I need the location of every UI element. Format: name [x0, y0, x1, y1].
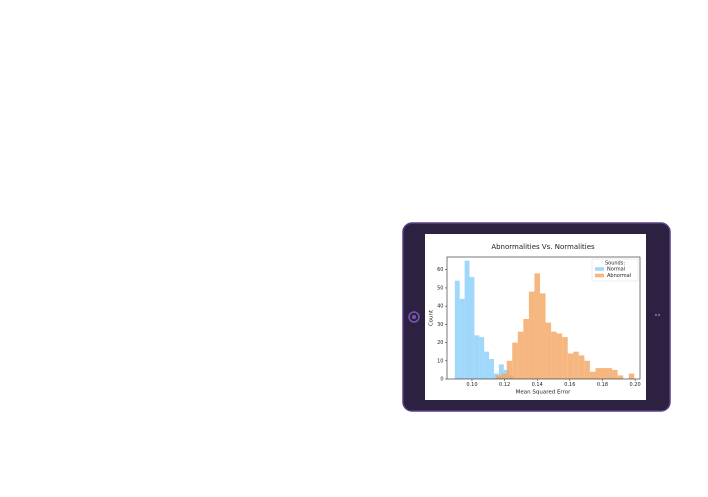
histogram-bar	[517, 331, 524, 379]
x-tick-label: 0.10	[466, 382, 477, 388]
histogram-bar	[479, 337, 485, 379]
x-tick-label: 0.20	[630, 382, 641, 388]
y-axis-label: Count	[429, 309, 435, 326]
legend-label: Normal	[607, 267, 625, 273]
histogram-bar	[606, 368, 613, 379]
y-tick-label: 30	[437, 322, 443, 328]
legend-swatch	[595, 273, 604, 278]
histogram-bar	[512, 342, 518, 379]
plot-frame	[446, 256, 641, 380]
histogram-bar	[539, 293, 546, 379]
y-tick-label: 20	[437, 340, 443, 346]
x-tick-label: 0.12	[499, 382, 510, 388]
chart-title: Abnormalities Vs. Normalities	[491, 243, 595, 251]
legend-title: Sounds:	[605, 261, 625, 267]
histogram-bar	[562, 337, 568, 379]
histogram-bar	[523, 318, 529, 379]
histogram-bar	[584, 360, 590, 379]
x-tick-label: 0.18	[597, 382, 608, 388]
y-tick-label: 60	[437, 267, 443, 273]
histogram-bar	[454, 280, 460, 379]
histogram-bar	[556, 333, 563, 379]
y-tick-label: 50	[437, 285, 443, 291]
legend-swatch	[595, 267, 604, 271]
histogram-bar	[595, 368, 602, 379]
histogram-bar	[567, 353, 574, 379]
histogram-bar	[469, 277, 475, 379]
home-button-dot	[412, 315, 416, 319]
histogram-bar	[628, 373, 635, 379]
histogram-bar	[489, 358, 494, 379]
histogram-bar	[506, 360, 513, 379]
histogram-bar	[551, 331, 557, 379]
camera	[654, 313, 658, 317]
histogram-bar	[589, 371, 596, 379]
histogram-bar	[545, 322, 552, 379]
histogram-bar	[534, 273, 540, 379]
legend-label: Abnormal	[607, 273, 631, 279]
home-button	[408, 311, 420, 323]
y-tick-label: 10	[437, 358, 443, 364]
histogram-bar	[573, 351, 579, 379]
histogram-bar	[528, 291, 535, 379]
camera	[657, 313, 661, 317]
histogram-bar	[578, 355, 585, 379]
histogram-bar	[617, 375, 624, 379]
x-tick-label: 0.16	[564, 382, 575, 388]
histogram-bar	[459, 298, 465, 379]
histogram-bar	[484, 351, 490, 379]
histogram-bar	[464, 260, 470, 379]
histogram-bar	[498, 364, 504, 379]
histogram-bar	[501, 373, 507, 379]
histogram-bar	[474, 335, 480, 379]
y-tick-label: 0	[440, 377, 443, 383]
histogram-bar	[601, 368, 607, 379]
x-tick-label: 0.14	[532, 382, 543, 388]
histogram-bar	[495, 375, 502, 379]
x-axis-label: Mean Squared Error	[516, 390, 571, 396]
y-tick-label: 40	[437, 304, 443, 310]
histogram-bar	[612, 369, 618, 379]
